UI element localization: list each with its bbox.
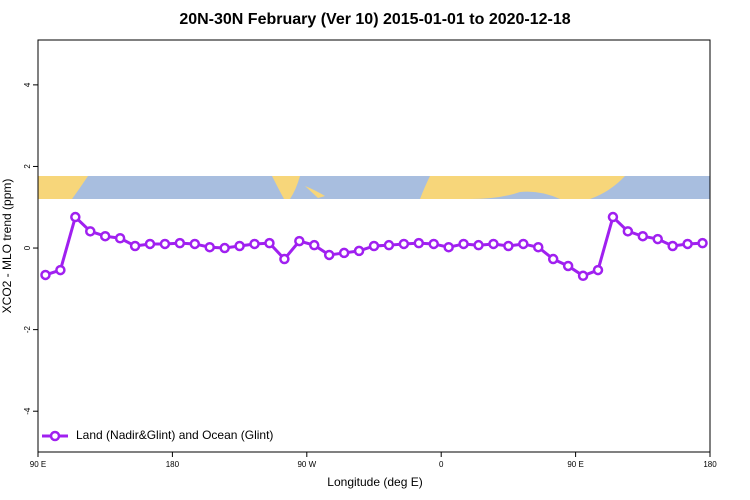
legend-label: Land (Nadir&Glint) and Ocean (Glint) xyxy=(76,428,273,442)
data-point xyxy=(383,239,395,251)
data-point xyxy=(323,249,335,261)
y-tick-label: 2 xyxy=(23,164,32,169)
plot-frame xyxy=(37,39,711,453)
data-point xyxy=(264,237,275,249)
chart-title: 20N-30N February (Ver 10) 2015-01-01 to … xyxy=(179,11,570,28)
x-tick-label: 180 xyxy=(166,460,180,469)
legend-marker xyxy=(49,430,61,442)
data-point xyxy=(249,238,260,250)
y-tick-label: 4 xyxy=(23,82,32,87)
data-point xyxy=(518,238,529,250)
data-point xyxy=(667,240,678,252)
data-point xyxy=(309,239,320,251)
data-point xyxy=(577,270,589,282)
x-tick-label: 90 W xyxy=(297,460,316,469)
data-point xyxy=(99,230,111,242)
data-point xyxy=(85,226,96,237)
data-point xyxy=(562,260,574,272)
data-point xyxy=(443,241,454,253)
data-point xyxy=(547,253,559,265)
data-point xyxy=(294,235,305,247)
data-point xyxy=(413,237,425,249)
data-point xyxy=(338,247,350,259)
data-point xyxy=(533,241,544,253)
data-point xyxy=(652,233,663,245)
data-point xyxy=(697,237,708,249)
data-point xyxy=(473,239,484,251)
data-point xyxy=(503,240,514,252)
data-point xyxy=(458,238,469,250)
y-axis-label: XCO2 - MLO trend (ppm) xyxy=(0,179,14,314)
x-tick-label: 90 E xyxy=(567,460,583,469)
data-point xyxy=(398,238,410,250)
x-axis-label: Longitude (deg E) xyxy=(327,475,422,489)
data-point xyxy=(189,238,201,250)
y-tick-label: 0 xyxy=(23,245,32,250)
data-point xyxy=(682,238,693,250)
data-point xyxy=(219,242,230,254)
x-tick-label: 180 xyxy=(703,460,717,469)
data-point xyxy=(592,264,604,276)
data-point xyxy=(55,264,66,276)
map-strip xyxy=(38,176,710,199)
data-point xyxy=(234,240,245,252)
data-point xyxy=(144,238,156,250)
data-point xyxy=(159,238,171,250)
x-tick-label: 0 xyxy=(439,460,444,469)
x-tick-label: 90 E xyxy=(30,460,46,469)
data-point xyxy=(488,238,499,250)
data-point xyxy=(622,226,634,237)
data-point xyxy=(70,211,81,223)
data-point xyxy=(353,245,365,257)
data-point xyxy=(114,232,126,244)
data-point xyxy=(204,241,215,253)
data-point xyxy=(174,237,186,249)
y-tick-label: -4 xyxy=(23,407,32,415)
data-point xyxy=(129,240,141,252)
data-point xyxy=(279,253,290,265)
data-point xyxy=(40,269,51,281)
data-point xyxy=(607,211,619,223)
data-point xyxy=(368,240,380,252)
data-point xyxy=(428,238,439,250)
y-tick-label: -2 xyxy=(23,326,32,334)
data-point xyxy=(637,230,649,242)
